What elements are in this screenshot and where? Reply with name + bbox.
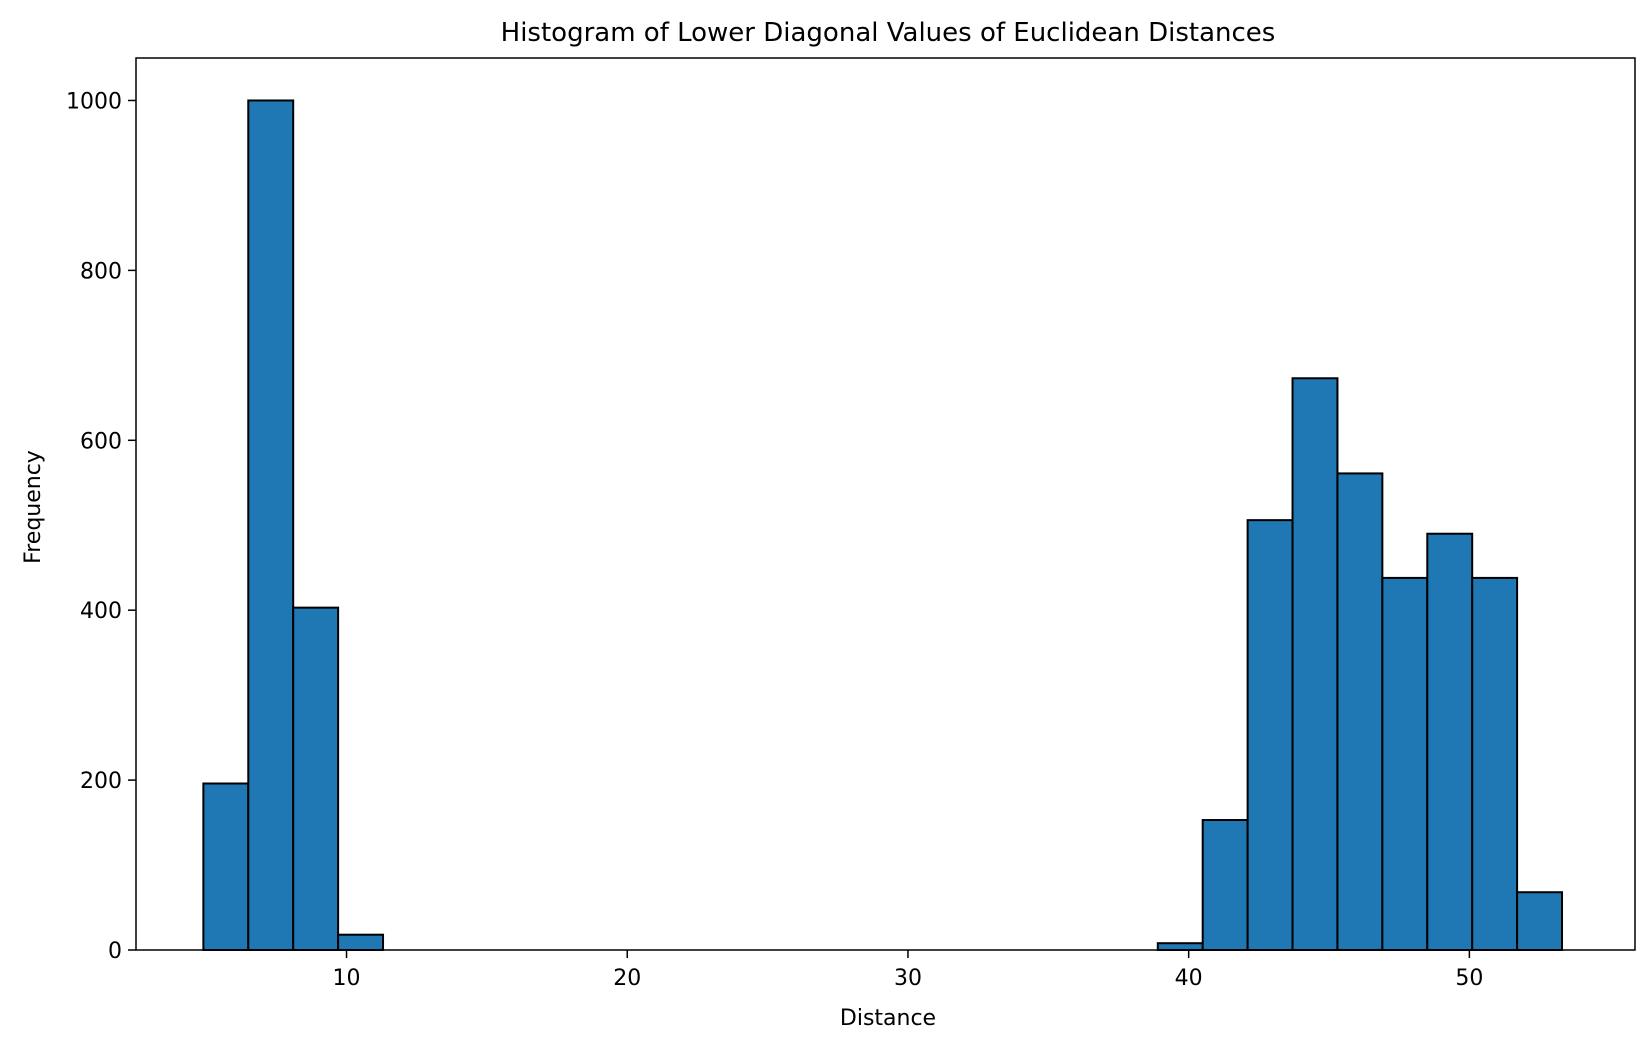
x-axis-label: Distance [840,1006,936,1031]
histogram-bar [1246,519,1294,951]
histogram-bar [1336,472,1384,951]
histogram-bar [1156,942,1204,951]
y-tick-label: 0 [108,939,122,964]
plot-frame [135,57,1636,951]
histogram-bar [337,933,385,951]
histogram-bar [1381,576,1429,951]
y-tick-label: 400 [80,599,122,624]
histogram-bar [1291,377,1339,952]
y-tick-label: 600 [80,429,122,454]
histogram-bar [247,99,295,951]
histogram-bar [292,606,340,951]
y-tick-label: 200 [80,769,122,794]
x-tick-label: 10 [333,966,361,991]
x-tick-label: 30 [894,966,922,991]
x-tick-label: 40 [1175,966,1203,991]
y-tick-label: 800 [80,259,122,284]
y-tick-label: 1000 [66,89,122,114]
x-axis: 10 20 30 40 50 [333,950,1483,991]
histogram-bar [1516,891,1564,951]
histogram-bar [202,782,250,952]
histogram-bar [1471,576,1519,951]
histogram-bar [1426,532,1474,951]
x-tick-label: 20 [613,966,641,991]
y-axis: 0 200 400 600 800 1000 [66,89,136,964]
chart-title: Histogram of Lower Diagonal Values of Eu… [501,18,1276,48]
y-axis-label: Frequency [21,450,46,564]
histogram-bar [1201,819,1249,951]
bars-group [202,99,1564,952]
x-tick-label: 50 [1455,966,1483,991]
